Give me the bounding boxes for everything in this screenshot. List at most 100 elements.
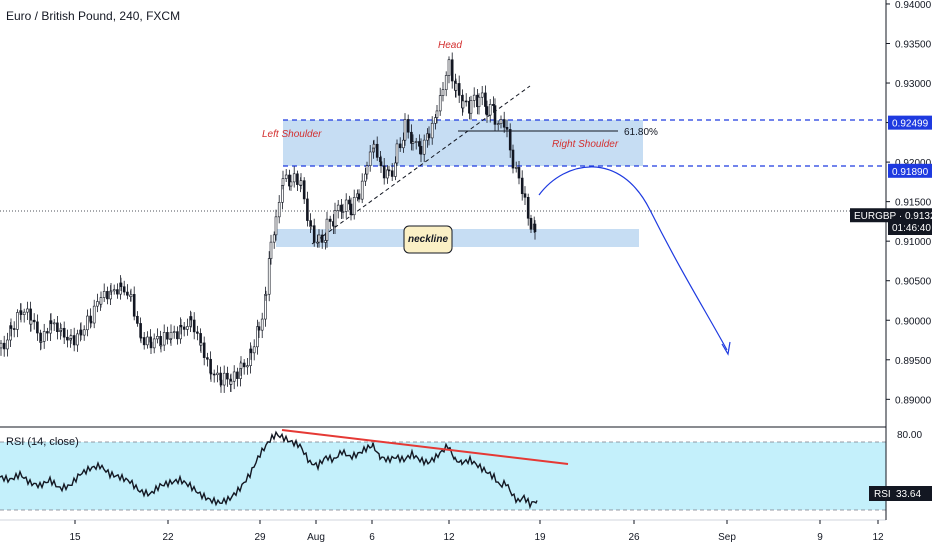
candle-body: [493, 105, 497, 125]
candle-body: [410, 131, 413, 144]
candle-body: [274, 216, 278, 236]
candle-body: [317, 234, 321, 243]
price-tick-label: 0.94000: [895, 0, 932, 11]
candle-body: [29, 319, 33, 325]
candle-body: [6, 339, 9, 350]
candle-body: [454, 83, 458, 91]
candle-body: [99, 297, 103, 305]
forecast-arrow: [538, 166, 728, 351]
candle-body: [32, 319, 36, 323]
candle-body: [517, 167, 521, 179]
price-axis[interactable]: 0.940000.935000.930000.925000.920000.915…: [850, 0, 932, 520]
candle-body: [196, 331, 199, 334]
candle-body: [46, 331, 49, 334]
candle-body: [112, 289, 116, 292]
rsi-tag-name: RSI: [874, 489, 891, 500]
candle-body: [469, 100, 473, 114]
candle-body: [96, 301, 99, 307]
fib-label: 61.80%: [624, 127, 658, 138]
candle-body: [375, 143, 379, 158]
time-tick-label: 29: [254, 532, 266, 543]
candle-body: [505, 126, 509, 130]
candle-body: [216, 372, 219, 376]
time-tick-label: 22: [162, 532, 174, 543]
time-tick-label: 6: [369, 532, 375, 543]
price-ticks: 0.940000.935000.930000.925000.920000.915…: [886, 0, 932, 406]
candle-body: [69, 335, 73, 339]
candles: [0, 52, 537, 393]
candle-body: [0, 342, 3, 349]
candle-body: [419, 145, 423, 155]
candle-body: [126, 291, 129, 296]
price-pane: Head Left Shoulder Right Shoulder 61.80%…: [0, 40, 886, 393]
forecast-arrowhead: [721, 341, 731, 356]
candle-body: [514, 167, 518, 169]
candle-body: [299, 180, 303, 186]
time-tick-label: Aug: [307, 532, 325, 543]
rsi-indicator-label[interactable]: RSI (14, close): [6, 436, 79, 448]
candle-body: [511, 149, 515, 169]
neckline-badge[interactable]: [403, 225, 453, 254]
candle-body: [242, 362, 246, 368]
price-tick-label: 0.89500: [895, 356, 932, 367]
candle-body: [267, 258, 271, 295]
candle-body: [132, 294, 136, 317]
candle-body: [2, 342, 6, 350]
candle-body: [76, 333, 79, 346]
left-shoulder-label: Left Shoulder: [262, 129, 322, 140]
candle-body: [364, 173, 367, 182]
candle-body: [447, 59, 451, 76]
candle-body: [9, 325, 13, 329]
time-tick-label: 15: [69, 532, 81, 543]
chart-title: Euro / British Pound, 240, FXCM: [6, 9, 181, 23]
candle-body: [219, 379, 223, 386]
candle-body: [232, 371, 236, 382]
candle-body: [406, 119, 410, 133]
divergence-line: [281, 429, 569, 465]
candle-body: [189, 316, 193, 321]
candle-body: [264, 293, 268, 296]
candle-body: [390, 170, 394, 177]
candle-body: [172, 331, 176, 333]
candle-body: [382, 165, 386, 179]
candle-body: [169, 331, 173, 339]
candle-body: [438, 95, 442, 112]
candle-body: [386, 169, 389, 179]
shoulder-zone: [283, 120, 643, 166]
rsi-tick-label: 80.00: [897, 430, 922, 441]
candle-body: [292, 173, 296, 183]
candle-body: [324, 240, 327, 243]
time-axis[interactable]: 15 22 29 Aug 6 12 19 26 Sep 9 12: [69, 520, 884, 543]
candle-body: [320, 234, 324, 243]
time-tick-label: 19: [534, 532, 546, 543]
candle-body: [36, 321, 39, 334]
candle-body: [368, 151, 372, 166]
candle-body: [450, 59, 454, 82]
candle-body: [246, 365, 249, 368]
time-tick-label: Sep: [718, 532, 736, 543]
candle-body: [402, 139, 405, 149]
candle-body: [12, 328, 16, 330]
candle-body: [328, 218, 332, 222]
candle-body: [395, 143, 399, 164]
candle-body: [435, 110, 439, 118]
candle-body: [26, 308, 29, 313]
candle-body: [430, 122, 434, 139]
candle-body: [152, 338, 156, 349]
candle-body: [496, 123, 500, 125]
candle-body: [296, 173, 299, 185]
candle-body: [484, 92, 487, 107]
candle-body: [162, 332, 166, 346]
price-tick-label: 0.93500: [895, 39, 932, 50]
candle-body: [508, 129, 512, 151]
time-tick-label: 12: [872, 532, 884, 543]
rsi-value-tag: [869, 486, 932, 501]
candle-body: [106, 291, 109, 300]
candle-body: [488, 104, 492, 116]
time-tick-label: 9: [817, 532, 823, 543]
candle-body: [179, 324, 183, 328]
candle-body: [222, 372, 226, 386]
candle-body: [499, 119, 503, 124]
candle-body: [333, 210, 337, 227]
